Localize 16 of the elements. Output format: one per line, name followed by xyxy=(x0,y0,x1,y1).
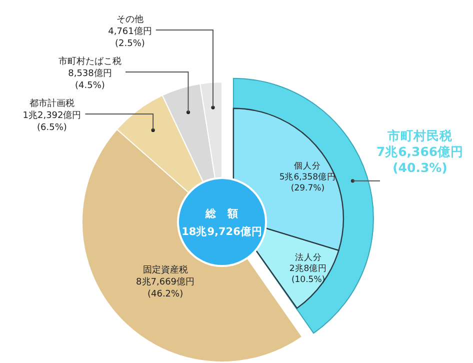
data-label: 1兆2,392億円 (6.5%) xyxy=(22,110,82,133)
data-label: 2兆8億円 (10.5%) xyxy=(289,262,328,285)
data-label: 8,538億円 (4.5%) xyxy=(68,68,112,91)
data-label: 7兆6,366億円 (40.3%) xyxy=(376,144,464,175)
slice-label: 個人分 xyxy=(294,160,322,172)
text: 18兆9,726億円 xyxy=(182,225,262,238)
data-label: 8兆7,669億円 (46.2%) xyxy=(136,276,195,300)
data-label: 5兆6,358億円 (29.7%) xyxy=(279,171,336,194)
slice-label: 固定資産税 xyxy=(142,264,188,276)
slice-label: 法人分 xyxy=(294,252,322,263)
data-label: 4,761億円 (2.5%) xyxy=(108,26,152,49)
slice-label: その他 xyxy=(116,14,144,25)
slice-label: 都市計画税 xyxy=(30,98,74,109)
slice-label: 市町村たばこ税 xyxy=(58,56,122,67)
text: 総 額 xyxy=(204,207,238,220)
slice-label: 市町村民税 xyxy=(386,128,454,143)
